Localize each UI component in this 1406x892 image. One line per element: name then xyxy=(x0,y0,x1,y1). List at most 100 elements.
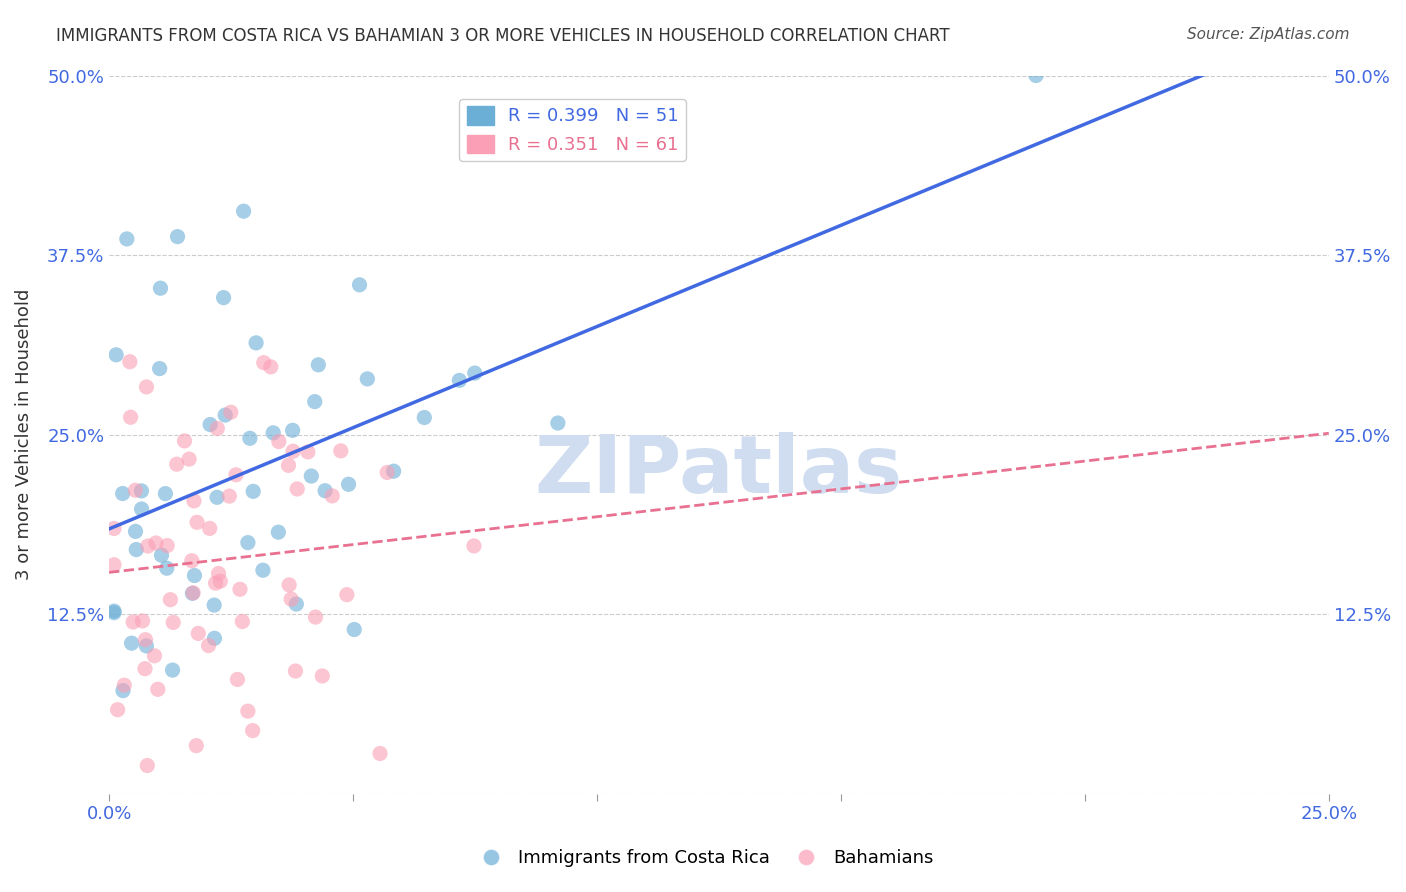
Immigrants from Costa Rica xyxy=(343,623,366,637)
Immigrants from Costa Rica xyxy=(285,597,308,611)
Bahamians xyxy=(112,678,135,692)
Immigrants from Costa Rica xyxy=(198,417,221,432)
Bahamians xyxy=(136,758,159,772)
Bahamians xyxy=(166,457,188,471)
Immigrants from Costa Rica xyxy=(121,636,143,650)
Immigrants from Costa Rica xyxy=(214,408,236,422)
Bahamians xyxy=(156,539,179,553)
Legend: Immigrants from Costa Rica, Bahamians: Immigrants from Costa Rica, Bahamians xyxy=(465,842,941,874)
Bahamians xyxy=(225,467,247,482)
Immigrants from Costa Rica xyxy=(304,394,326,409)
Bahamians xyxy=(226,673,249,687)
Immigrants from Costa Rica xyxy=(156,561,179,575)
Immigrants from Costa Rica xyxy=(212,291,235,305)
Immigrants from Costa Rica xyxy=(131,502,153,516)
Immigrants from Costa Rica xyxy=(267,525,290,540)
Immigrants from Costa Rica xyxy=(131,483,153,498)
Immigrants from Costa Rica xyxy=(135,639,157,653)
Bahamians xyxy=(183,494,205,508)
Bahamians xyxy=(253,356,276,370)
Bahamians xyxy=(209,574,232,589)
Bahamians xyxy=(285,482,308,496)
Y-axis label: 3 or more Vehicles in Household: 3 or more Vehicles in Household xyxy=(15,289,32,581)
Bahamians xyxy=(187,626,209,640)
Bahamians xyxy=(229,582,252,597)
Immigrants from Costa Rica xyxy=(155,486,177,500)
Immigrants from Costa Rica xyxy=(105,348,128,362)
Immigrants from Costa Rica xyxy=(149,281,172,295)
Bahamians xyxy=(231,615,253,629)
Bahamians xyxy=(463,539,485,553)
Bahamians xyxy=(181,586,204,600)
Immigrants from Costa Rica xyxy=(242,484,264,499)
Immigrants from Costa Rica xyxy=(252,563,274,577)
Bahamians xyxy=(321,489,343,503)
Bahamians xyxy=(162,615,184,630)
Bahamians xyxy=(134,662,156,676)
Immigrants from Costa Rica xyxy=(183,568,205,582)
Bahamians xyxy=(311,669,333,683)
Bahamians xyxy=(375,466,398,480)
Immigrants from Costa Rica xyxy=(115,232,138,246)
Immigrants from Costa Rica xyxy=(205,491,228,505)
Immigrants from Costa Rica xyxy=(349,277,371,292)
Immigrants from Costa Rica xyxy=(464,366,486,380)
Bahamians xyxy=(207,566,229,581)
Bahamians xyxy=(297,445,319,459)
Immigrants from Costa Rica xyxy=(204,632,226,646)
Bahamians xyxy=(207,421,229,435)
Immigrants from Costa Rica xyxy=(449,373,471,387)
Bahamians xyxy=(198,521,221,535)
Immigrants from Costa Rica xyxy=(111,683,134,698)
Bahamians xyxy=(107,703,129,717)
Immigrants from Costa Rica xyxy=(314,483,336,498)
Immigrants from Costa Rica xyxy=(382,464,405,478)
Immigrants from Costa Rica xyxy=(356,372,378,386)
Immigrants from Costa Rica xyxy=(1025,69,1047,83)
Immigrants from Costa Rica xyxy=(299,469,322,483)
Immigrants from Costa Rica xyxy=(307,358,329,372)
Bahamians xyxy=(122,615,145,629)
Bahamians xyxy=(103,521,125,535)
Text: Source: ZipAtlas.com: Source: ZipAtlas.com xyxy=(1187,27,1350,42)
Bahamians xyxy=(145,536,167,550)
Legend: R = 0.399   N = 51, R = 0.351   N = 61: R = 0.399 N = 51, R = 0.351 N = 61 xyxy=(460,99,686,161)
Bahamians xyxy=(124,483,146,498)
Immigrants from Costa Rica xyxy=(166,229,188,244)
Bahamians xyxy=(186,516,208,530)
Bahamians xyxy=(278,578,301,592)
Bahamians xyxy=(336,588,359,602)
Bahamians xyxy=(186,739,208,753)
Bahamians xyxy=(131,614,153,628)
Bahamians xyxy=(146,682,169,697)
Immigrants from Costa Rica xyxy=(236,535,259,549)
Bahamians xyxy=(179,452,201,467)
Immigrants from Costa Rica xyxy=(103,606,125,620)
Text: ZIPatlas: ZIPatlas xyxy=(534,432,903,509)
Bahamians xyxy=(134,632,156,647)
Bahamians xyxy=(236,704,259,718)
Bahamians xyxy=(103,558,125,572)
Text: IMMIGRANTS FROM COSTA RICA VS BAHAMIAN 3 OR MORE VEHICLES IN HOUSEHOLD CORRELATI: IMMIGRANTS FROM COSTA RICA VS BAHAMIAN 3… xyxy=(56,27,950,45)
Immigrants from Costa Rica xyxy=(232,204,254,219)
Bahamians xyxy=(219,405,242,419)
Immigrants from Costa Rica xyxy=(202,598,225,612)
Bahamians xyxy=(304,610,326,624)
Bahamians xyxy=(120,410,142,425)
Bahamians xyxy=(118,355,141,369)
Immigrants from Costa Rica xyxy=(337,477,360,491)
Bahamians xyxy=(159,592,181,607)
Immigrants from Costa Rica xyxy=(149,361,172,376)
Bahamians xyxy=(218,489,240,503)
Bahamians xyxy=(277,458,299,473)
Immigrants from Costa Rica xyxy=(245,335,267,350)
Immigrants from Costa Rica xyxy=(239,431,262,445)
Immigrants from Costa Rica xyxy=(547,416,569,430)
Bahamians xyxy=(204,576,226,591)
Bahamians xyxy=(284,664,307,678)
Immigrants from Costa Rica xyxy=(124,524,146,539)
Immigrants from Costa Rica xyxy=(103,604,125,618)
Bahamians xyxy=(368,747,391,761)
Bahamians xyxy=(135,380,157,394)
Bahamians xyxy=(242,723,264,738)
